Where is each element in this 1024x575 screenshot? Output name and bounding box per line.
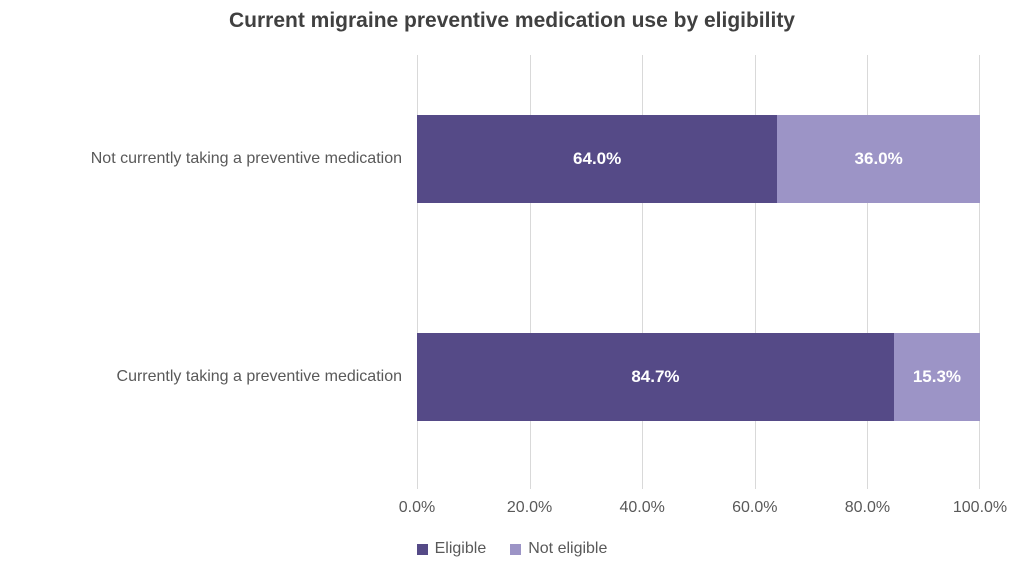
legend-label-eligible: Eligible <box>434 540 487 557</box>
legend-item-not-eligible: Not eligible <box>510 540 607 558</box>
category-label-currently-taking: Currently taking a preventive medication <box>116 368 402 386</box>
legend-label-not-eligible: Not eligible <box>528 540 608 557</box>
data-label-eligible: 64.0% <box>573 149 622 168</box>
bar-not-currently-taking: 64.0% 36.0% <box>417 115 980 203</box>
data-label-not-eligible: 15.3% <box>912 367 962 386</box>
legend-swatch-not-eligible <box>510 543 522 555</box>
x-tick-label-20: 20.0% <box>506 499 553 516</box>
category-label-not-currently-taking: Not currently taking a preventive medica… <box>90 150 402 168</box>
x-tick-label-0: 0.0% <box>398 499 436 516</box>
legend-item-eligible: Eligible <box>416 540 487 558</box>
bar-segment-not-eligible: 15.3% <box>893 333 980 421</box>
legend: Eligible Not eligible <box>0 540 1024 558</box>
bar-segment-not-eligible: 36.0% <box>777 115 980 203</box>
gridline-20pct <box>529 55 531 489</box>
x-tick-label-100: 100.0% <box>952 499 1008 516</box>
gridline-80pct <box>867 55 869 489</box>
gridline-40pct <box>642 55 644 489</box>
data-label-eligible: 84.7% <box>631 367 680 386</box>
plot-area: 64.0% 36.0% 84.7% 15.3% <box>417 55 980 489</box>
bar-segment-eligible: 64.0% <box>417 115 778 203</box>
bar-segment-eligible: 84.7% <box>417 333 894 421</box>
gridline-100pct <box>979 55 980 489</box>
gridline-0pct <box>417 55 418 489</box>
data-label-not-eligible: 36.0% <box>854 149 903 168</box>
gridline-60pct <box>754 55 756 489</box>
legend-swatch-eligible <box>416 543 428 555</box>
x-tick-label-40: 40.0% <box>619 499 665 516</box>
x-axis: 0.0% 20.0% 40.0% 60.0% 80.0% 100.0% <box>399 499 1007 519</box>
chart-title: Current migraine preventive medication u… <box>229 9 795 32</box>
bar-currently-taking: 84.7% 15.3% <box>417 333 980 421</box>
x-tick-label-80: 80.0% <box>844 499 891 516</box>
x-tick-label-60: 60.0% <box>732 499 778 516</box>
